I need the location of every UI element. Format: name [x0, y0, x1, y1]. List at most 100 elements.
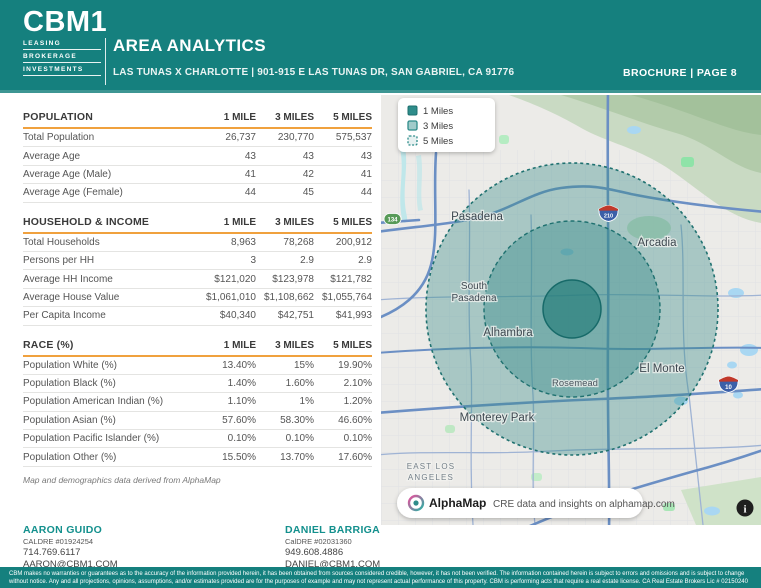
cell-value: 57.60%: [222, 414, 256, 426]
i210-shield: 210: [598, 205, 619, 222]
table-row: Average Age (Male) 41 42 41: [23, 166, 372, 185]
table-row: Average Age (Female) 44 45 44: [23, 184, 372, 203]
legend-label-1mile: 1 Miles: [423, 106, 453, 117]
cell-value: 2.10%: [343, 378, 372, 390]
cell-value: 42: [302, 168, 314, 180]
row-label: Population Pacific Islander (%): [23, 433, 160, 445]
cell-value: $42,751: [277, 310, 314, 322]
label-pasadena: Pasadena: [451, 211, 503, 223]
cell-value: 0.10%: [227, 433, 256, 445]
table-row: Total Households 8,963 78,268 200,912: [23, 234, 372, 252]
cell-value: $40,340: [219, 310, 256, 322]
row-label: Average Age (Male): [23, 168, 112, 180]
cell-value: 43: [360, 150, 372, 162]
cell-value: 26,737: [225, 132, 256, 144]
cell-value: 1%: [299, 396, 314, 408]
label-alhambra: Alhambra: [483, 327, 533, 339]
col-header-5miles: 5 MILES: [333, 339, 372, 351]
row-label: Population Other (%): [23, 451, 117, 463]
alphamap-logo-icon: [407, 494, 425, 512]
radius-map: Altadena Pasadena Arcadia South Pasadena…: [374, 88, 761, 532]
row-label: Population Asian (%): [23, 414, 116, 426]
cell-value: $121,782: [330, 273, 372, 285]
col-header-3miles: 3 MILES: [275, 216, 314, 228]
table-row: Population Pacific Islander (%) 0.10% 0.10…: [23, 430, 372, 449]
contact-email: DANIEL@CBM1.COM: [285, 558, 381, 570]
population-table-header: POPULATION 1 MILE 3 MILES 5 MILES: [23, 106, 372, 129]
cell-value: 78,268: [283, 236, 314, 248]
cell-value: 200,912: [335, 236, 372, 248]
cell-value: $121,020: [214, 273, 256, 285]
radius-1mile-circle: [542, 279, 602, 339]
contact-name: AARON GUIDO: [23, 524, 103, 536]
cell-value: 0.10%: [285, 433, 314, 445]
contact-email: AARON@CBM1.COM: [23, 558, 118, 570]
alphamap-attribution[interactable]: AlphaMap CRE data and insights on alpham…: [397, 488, 675, 518]
cbm1-logo: CBM1 LEASING BROKERAGE INVESTMENTS: [23, 6, 108, 77]
population-table: POPULATION 1 MILE 3 MILES 5 MILES Total …: [23, 106, 372, 203]
svg-text:210: 210: [604, 214, 613, 220]
logo-line-leasing: LEASING: [23, 37, 101, 51]
contact-phone: 714.769.6117: [23, 547, 81, 558]
label-south-pasadena-1: South: [461, 281, 487, 292]
col-header-3miles: 3 MILES: [275, 339, 314, 351]
cell-value: 19.90%: [338, 359, 372, 371]
row-label: Total Households: [23, 236, 100, 248]
cell-value: 46.60%: [338, 414, 372, 426]
household-income-table-header: HOUSEHOLD & INCOME 1 MILE 3 MILES 5 MILE…: [23, 211, 372, 234]
cell-value: 41: [244, 168, 256, 180]
cell-value: 2.9: [358, 255, 372, 267]
row-label: Total Population: [23, 132, 95, 144]
table-row: Average Age 43 43 43: [23, 147, 372, 166]
logo-line-brokerage: BROKERAGE: [23, 50, 101, 64]
map-info-button[interactable]: i: [736, 499, 754, 517]
i10-shield: 10: [718, 376, 739, 393]
map-legend[interactable]: 1 Miles 3 Miles 5 Miles: [398, 98, 495, 152]
cell-value: 15.50%: [222, 451, 256, 463]
table-row: Total Population 26,737 230,770 575,537: [23, 129, 372, 148]
row-label: Per Capita Income: [23, 310, 106, 322]
row-label: Average Age: [23, 150, 81, 162]
alphamap-tagline: CRE data and insights on alphamap.com: [493, 499, 675, 510]
cell-value: 13.40%: [222, 359, 256, 371]
cell-value: $41,993: [335, 310, 372, 322]
header-divider: [105, 38, 106, 85]
cell-value: 43: [302, 150, 314, 162]
table-row: Persons per HH 3 2.9 2.9: [23, 252, 372, 271]
cell-value: 1.40%: [227, 378, 256, 390]
page-title: AREA ANALYTICS: [113, 36, 266, 55]
section-title: RACE (%): [23, 338, 74, 351]
cell-value: 45: [302, 187, 314, 199]
legal-disclaimer: CBM makes no warranties or guarantees as…: [0, 567, 761, 588]
map-canvas: Altadena Pasadena Arcadia South Pasadena…: [374, 88, 761, 532]
info-icon: i: [743, 504, 746, 516]
cell-value: $123,978: [272, 273, 314, 285]
cell-value: 1.10%: [227, 396, 256, 408]
label-rosemead: Rosemead: [552, 378, 598, 389]
logo-line-investments: INVESTMENTS: [23, 63, 101, 77]
property-address: LAS TUNAS X CHARLOTTE | 901-915 E LAS TU…: [113, 67, 515, 78]
cell-value: 3: [250, 255, 256, 267]
cell-value: 41: [360, 168, 372, 180]
section-title: HOUSEHOLD & INCOME: [23, 215, 150, 228]
cell-value: $1,061,010: [205, 291, 256, 303]
header-band: CBM1 LEASING BROKERAGE INVESTMENTS AREA …: [0, 0, 761, 93]
household-income-table: HOUSEHOLD & INCOME 1 MILE 3 MILES 5 MILE…: [23, 211, 372, 326]
svg-text:10: 10: [725, 385, 732, 391]
col-header-1mile: 1 MILE: [223, 339, 256, 351]
cell-value: 2.9: [300, 255, 314, 267]
label-east-la-2: ANGELES: [408, 473, 454, 482]
logo-brand-text: CBM1: [23, 6, 108, 38]
contact-phone: 949.608.4886: [285, 547, 344, 558]
cell-value: 13.70%: [280, 451, 314, 463]
label-monterey-park: Monterey Park: [460, 412, 535, 424]
row-label: Population American Indian (%): [23, 396, 164, 408]
contact-name: DANIEL BARRIGA: [285, 524, 381, 536]
row-label: Average Age (Female): [23, 187, 123, 199]
col-header-3miles: 3 MILES: [275, 112, 314, 123]
legend-swatch-5miles: [407, 135, 418, 146]
table-row: Average House Value $1,061,010 $1,108,662 $…: [23, 289, 372, 308]
contact-aaron: AARON GUIDO CALDRE #01924254 714.769.611…: [23, 524, 263, 571]
cell-value: 575,537: [335, 132, 372, 144]
cell-value: 0.10%: [343, 433, 372, 445]
